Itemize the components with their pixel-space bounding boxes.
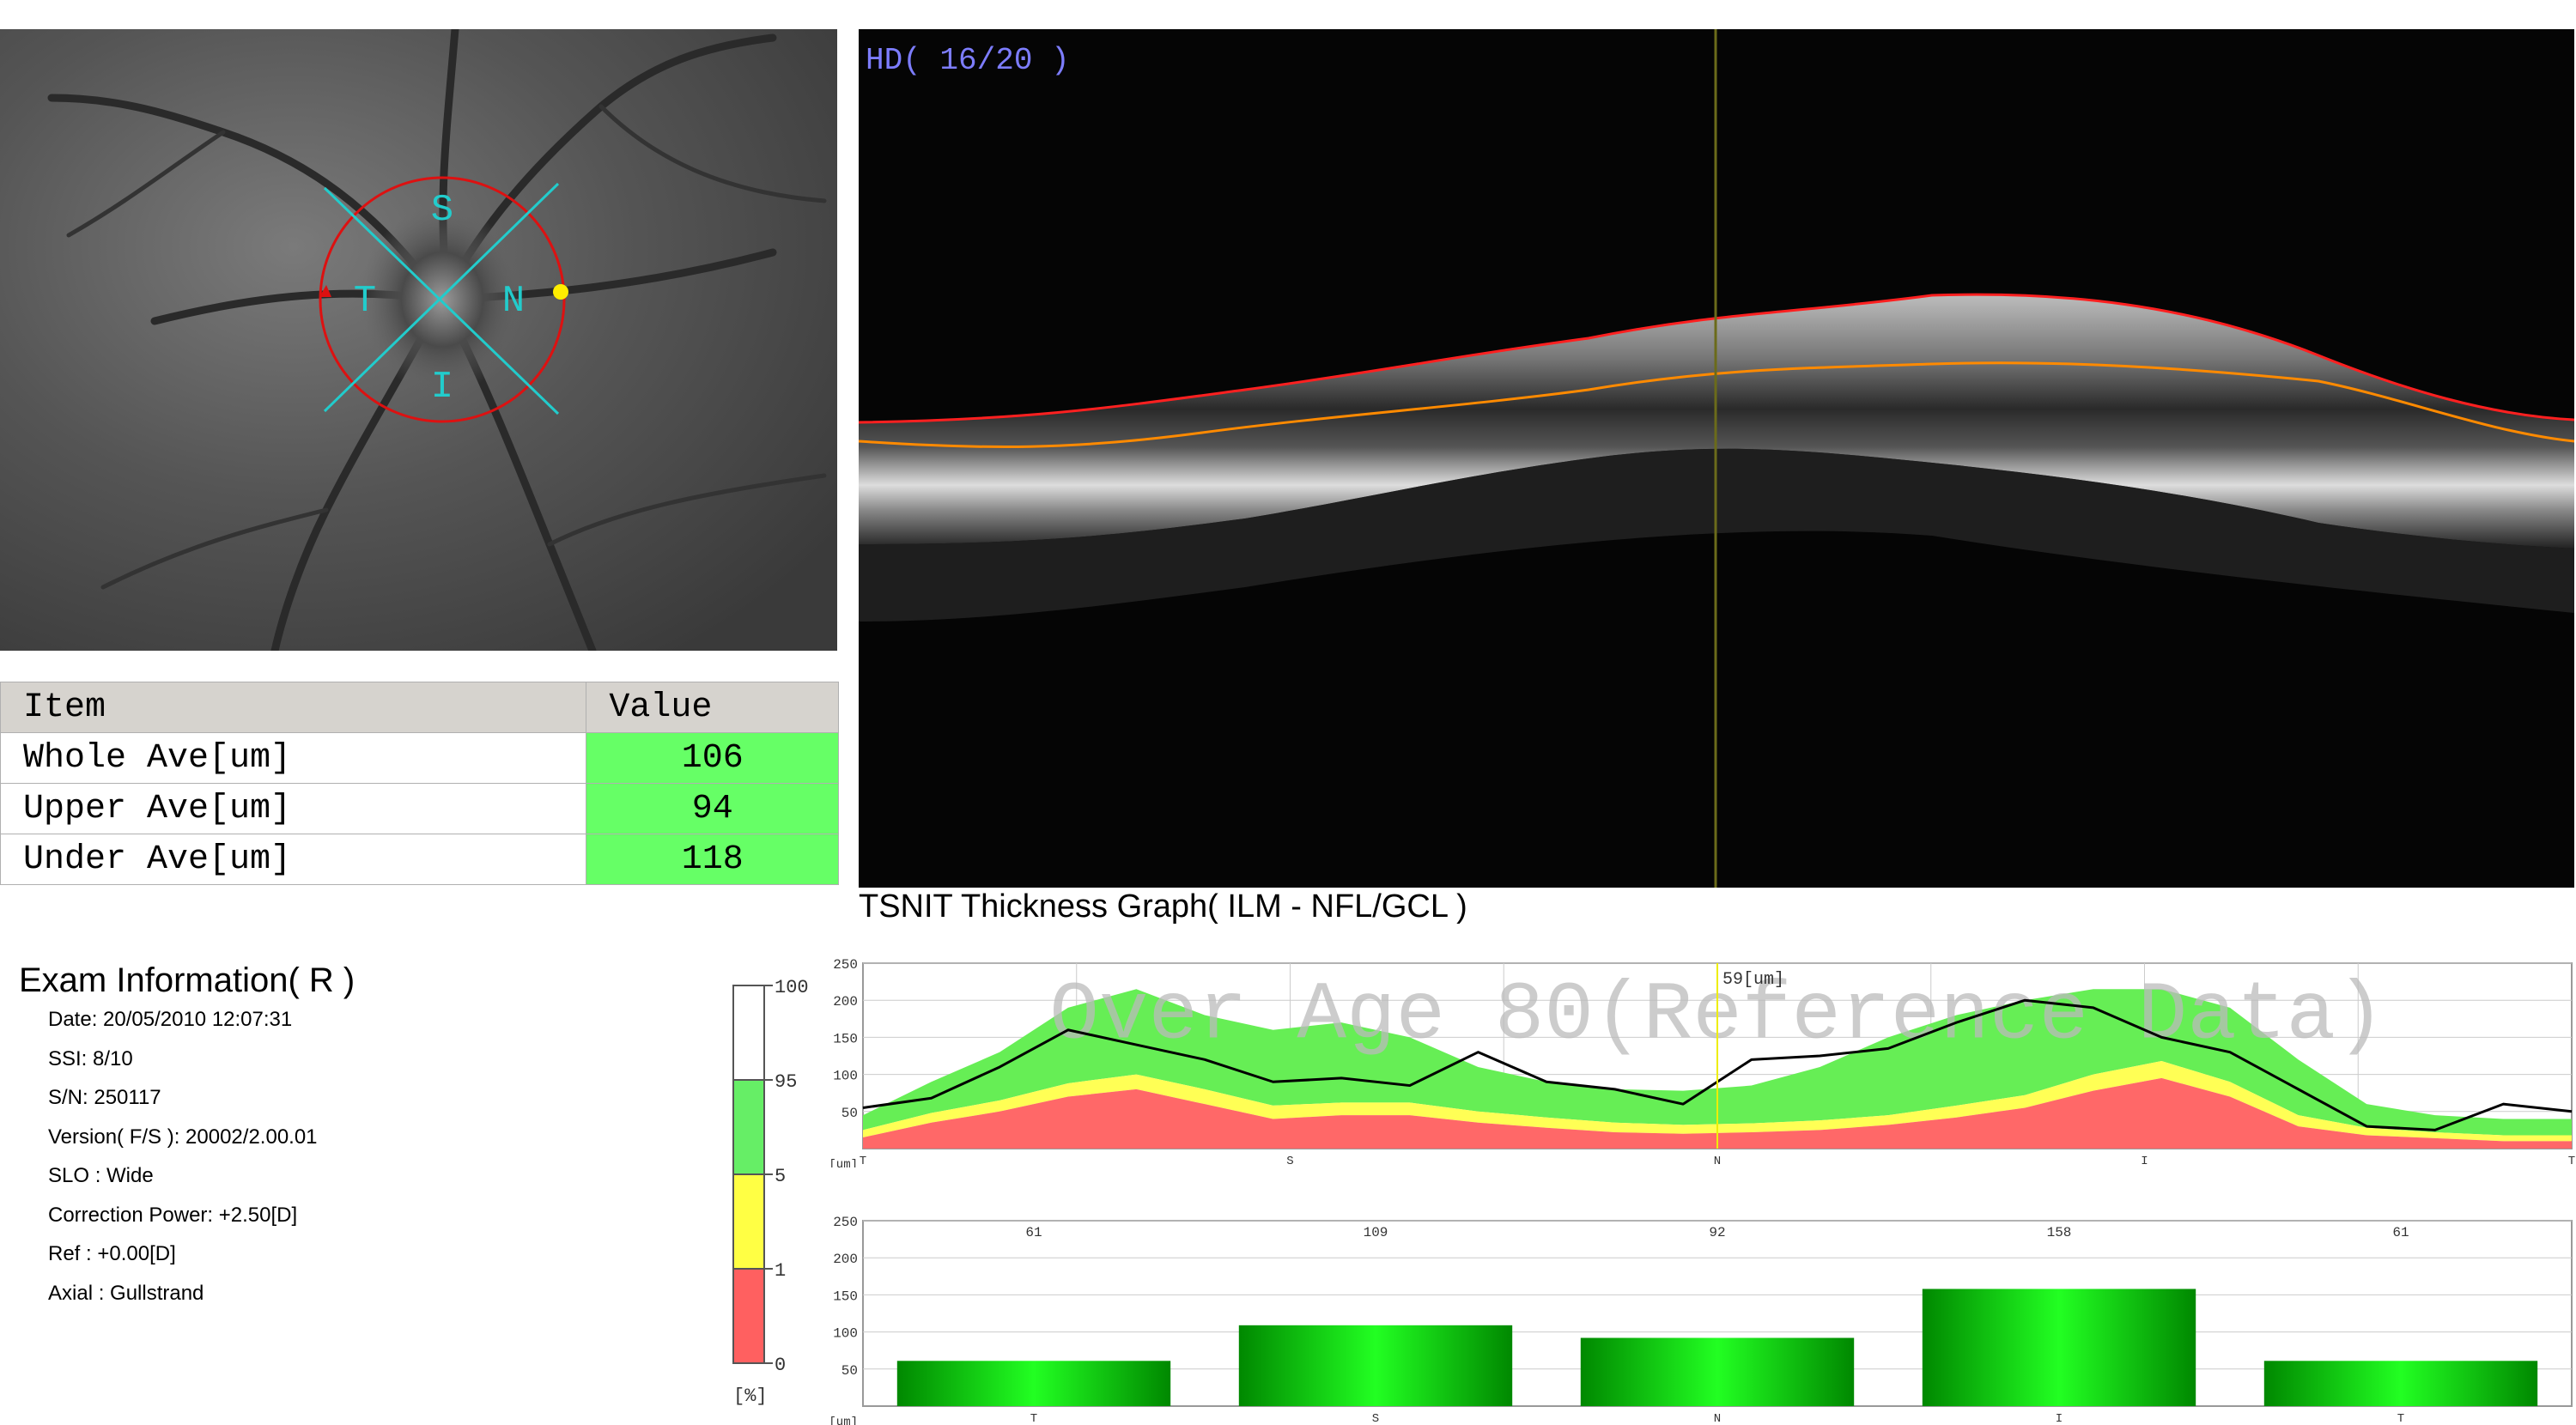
fundus-image: S I T N — [0, 29, 837, 651]
sector-value-label: 61 — [1025, 1225, 1042, 1240]
sector-y-tick: 50 — [841, 1363, 858, 1379]
nfl-boundary-line — [859, 361, 2574, 449]
profile-x-tick: I — [2141, 1155, 2148, 1167]
sector-bar-t — [896, 1361, 1171, 1406]
row-label: Upper Ave[um] — [0, 783, 587, 834]
profile-y-tick: 250 — [833, 957, 858, 973]
sector-category-label: N — [1714, 1412, 1721, 1425]
profile-y-tick: 150 — [833, 1031, 858, 1046]
sector-y-tick: 150 — [833, 1289, 858, 1304]
sector-y-unit: [um] — [829, 1416, 858, 1425]
choroid-band — [859, 448, 2574, 622]
table-row: Upper Ave[um] 94 — [0, 783, 839, 834]
scan-label: HD( 16/20 ) — [866, 43, 1070, 78]
sector-value-label: 61 — [2392, 1225, 2409, 1240]
header-item: Item — [0, 682, 587, 733]
profile-y-unit: [um] — [829, 1158, 858, 1167]
header-value: Value — [586, 682, 839, 733]
sector-bar-n — [1580, 1337, 1855, 1406]
scale-tick-95: 95 — [775, 1071, 797, 1093]
exam-ref: Ref : +0.00[D] — [48, 1242, 176, 1265]
sector-line-1 — [323, 186, 560, 415]
tsnit-profile-chart: Over Age 80(Reference Data)59[um]2502001… — [829, 957, 2575, 1167]
sector-y-tick: 100 — [833, 1326, 858, 1342]
direction-arrow-icon — [319, 285, 331, 297]
sector-category-label: T — [2397, 1412, 2404, 1425]
row-value: 106 — [586, 732, 839, 784]
row-label: Under Ave[um] — [0, 834, 587, 885]
scale-white-band — [732, 985, 765, 1081]
exam-serial: S/N: 250117 — [48, 1086, 161, 1109]
label-temporal: T — [354, 280, 376, 323]
row-value: 118 — [586, 834, 839, 885]
sector-category-label: I — [2056, 1412, 2063, 1425]
table-header-row: Item Value — [0, 682, 839, 733]
exam-axial: Axial : Gullstrand — [48, 1281, 204, 1305]
profile-x-tick: T — [860, 1155, 866, 1167]
borderline-range-band — [863, 1061, 2572, 1142]
percentile-scale: 100 95 5 1 0 [%] — [732, 977, 809, 1407]
scan-circle — [319, 176, 566, 423]
table-row: Under Ave[um] 118 — [0, 834, 839, 885]
sector-category-label: S — [1372, 1412, 1379, 1425]
label-nasal: N — [502, 280, 525, 323]
scan-start-marker — [553, 284, 568, 300]
oct-bscan: HD( 16/20 ) — [859, 29, 2574, 888]
cursor-value-label: 59[um] — [1722, 970, 1784, 990]
exam-date: Date: 20/05/2010 12:07:31 — [48, 1008, 293, 1031]
scale-tick-5: 5 — [775, 1166, 786, 1187]
profile-y-tick: 100 — [833, 1069, 858, 1084]
exam-correction-power: Correction Power: +2.50[D] — [48, 1203, 298, 1227]
sector-value-label: 109 — [1364, 1225, 1388, 1240]
sector-y-tick: 250 — [833, 1215, 858, 1230]
sector-bar-s — [1238, 1325, 1513, 1406]
scale-yellow-band — [732, 1173, 765, 1270]
tsnit-title: TSNIT Thickness Graph( ILM - NFL/GCL ) — [859, 888, 1467, 925]
sector-category-label: T — [1030, 1412, 1037, 1425]
profile-x-tick: T — [2568, 1155, 2575, 1167]
exam-info-list: Date: 20/05/2010 12:07:31 SSI: 8/10 S/N:… — [48, 1008, 318, 1320]
scale-unit: [%] — [733, 1386, 768, 1407]
optic-disc — [361, 205, 524, 394]
row-value: 94 — [586, 783, 839, 834]
exam-info-title: Exam Information( R ) — [19, 961, 355, 999]
scale-green-band — [732, 1079, 765, 1175]
exam-ssi: SSI: 8/10 — [48, 1046, 133, 1070]
label-superior: S — [431, 189, 453, 232]
outside-normal-band — [863, 1077, 2572, 1149]
sector-value-label: 92 — [1709, 1225, 1725, 1240]
table-row: Whole Ave[um] 106 — [0, 732, 839, 784]
sector-line-2 — [323, 182, 560, 413]
sector-y-tick: 200 — [833, 1252, 858, 1267]
scale-tick-1: 1 — [775, 1260, 786, 1282]
exam-version: Version( F/S ): 20002/2.00.01 — [48, 1125, 318, 1149]
row-label: Whole Ave[um] — [0, 732, 587, 784]
label-inferior: I — [431, 366, 453, 409]
profile-x-tick: S — [1286, 1155, 1293, 1167]
measurement-table: Item Value Whole Ave[um] 106 Upper Ave[u… — [0, 682, 839, 885]
exam-slo: SLO : Wide — [48, 1164, 154, 1187]
scale-tick-100: 100 — [775, 977, 809, 998]
profile-y-tick: 200 — [833, 994, 858, 1010]
ilm-boundary-line — [859, 293, 2574, 424]
scale-red-band — [732, 1268, 765, 1364]
normal-range-band — [863, 989, 2572, 1136]
profile-x-tick: N — [1714, 1155, 1721, 1167]
sector-bar-t — [2263, 1361, 2538, 1406]
sector-value-label: 158 — [2047, 1225, 2072, 1240]
scale-tick-0: 0 — [775, 1355, 786, 1376]
sector-bar-i — [1922, 1289, 2196, 1406]
profile-y-tick: 50 — [841, 1106, 858, 1121]
tsnit-sector-chart: 61 T 109 S 92 N 158 I 61 T 250 200 150 100 50 [um] — [829, 1215, 2573, 1425]
